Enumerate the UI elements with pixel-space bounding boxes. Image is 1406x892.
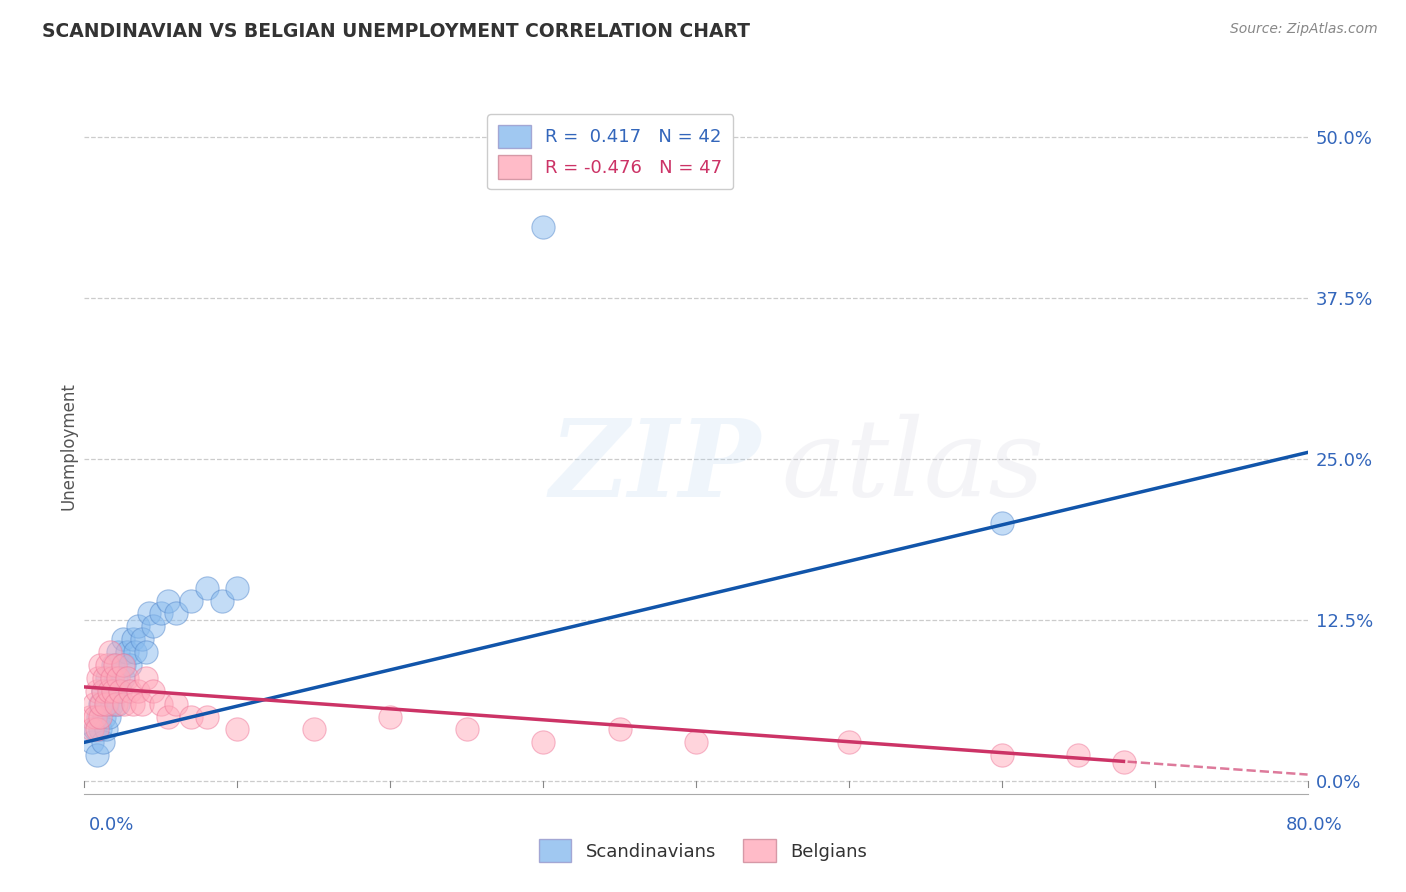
- Point: [101, 697, 124, 711]
- Point: [120, 658, 142, 673]
- Y-axis label: Unemployment: Unemployment: [59, 382, 77, 510]
- Point: [90, 697, 112, 711]
- Point: [211, 593, 233, 607]
- Point: [104, 683, 127, 698]
- Point: [122, 632, 145, 647]
- Point: [991, 516, 1014, 531]
- Text: 80.0%: 80.0%: [1286, 816, 1343, 834]
- Point: [94, 723, 117, 737]
- Point: [91, 683, 114, 698]
- Point: [131, 632, 153, 647]
- Point: [120, 683, 142, 698]
- Point: [104, 658, 127, 673]
- Point: [101, 671, 124, 685]
- Point: [131, 697, 153, 711]
- Point: [112, 697, 135, 711]
- Point: [89, 709, 111, 723]
- Point: [142, 619, 165, 633]
- Point: [86, 748, 108, 763]
- Point: [79, 709, 101, 723]
- Point: [105, 697, 128, 711]
- Point: [165, 607, 187, 621]
- Point: [226, 723, 249, 737]
- Point: [685, 735, 707, 749]
- Point: [157, 593, 180, 607]
- Point: [138, 607, 160, 621]
- Point: [96, 697, 118, 711]
- Point: [124, 645, 146, 659]
- Point: [107, 645, 129, 659]
- Point: [991, 748, 1014, 763]
- Point: [127, 619, 149, 633]
- Point: [97, 683, 120, 698]
- Point: [87, 671, 110, 685]
- Point: [165, 697, 187, 711]
- Point: [107, 697, 129, 711]
- Point: [135, 671, 157, 685]
- Point: [91, 735, 114, 749]
- Point: [86, 723, 108, 737]
- Text: ZIP: ZIP: [550, 414, 761, 520]
- Point: [96, 671, 118, 685]
- Point: [84, 709, 107, 723]
- Point: [195, 709, 218, 723]
- Point: [1114, 755, 1136, 769]
- Point: [531, 219, 554, 234]
- Point: [838, 735, 860, 749]
- Point: [195, 581, 218, 595]
- Point: [149, 607, 172, 621]
- Point: [108, 683, 131, 698]
- Point: [180, 709, 202, 723]
- Point: [531, 735, 554, 749]
- Point: [103, 683, 125, 698]
- Point: [122, 697, 145, 711]
- Point: [111, 658, 134, 673]
- Point: [86, 683, 108, 698]
- Point: [93, 709, 115, 723]
- Text: 0.0%: 0.0%: [89, 816, 134, 834]
- Point: [89, 658, 111, 673]
- Point: [609, 723, 631, 737]
- Point: [93, 671, 115, 685]
- Point: [127, 683, 149, 698]
- Point: [80, 723, 103, 737]
- Point: [91, 683, 114, 698]
- Point: [226, 581, 249, 595]
- Point: [111, 632, 134, 647]
- Legend: Scandinavians, Belgians: Scandinavians, Belgians: [531, 832, 875, 870]
- Point: [103, 658, 125, 673]
- Point: [84, 723, 107, 737]
- Point: [89, 723, 111, 737]
- Point: [142, 683, 165, 698]
- Text: SCANDINAVIAN VS BELGIAN UNEMPLOYMENT CORRELATION CHART: SCANDINAVIAN VS BELGIAN UNEMPLOYMENT COR…: [42, 22, 751, 41]
- Point: [89, 697, 111, 711]
- Point: [98, 645, 121, 659]
- Point: [112, 658, 135, 673]
- Point: [456, 723, 478, 737]
- Point: [94, 697, 117, 711]
- Text: Source: ZipAtlas.com: Source: ZipAtlas.com: [1230, 22, 1378, 37]
- Point: [135, 645, 157, 659]
- Point: [105, 671, 128, 685]
- Point: [111, 671, 134, 685]
- Point: [108, 683, 131, 698]
- Point: [115, 645, 138, 659]
- Point: [302, 723, 325, 737]
- Point: [98, 683, 121, 698]
- Point: [115, 671, 138, 685]
- Legend: R =  0.417   N = 42, R = -0.476   N = 47: R = 0.417 N = 42, R = -0.476 N = 47: [488, 114, 733, 189]
- Point: [157, 709, 180, 723]
- Text: atlas: atlas: [782, 414, 1045, 519]
- Point: [80, 735, 103, 749]
- Point: [83, 697, 105, 711]
- Point: [96, 658, 118, 673]
- Point: [97, 709, 120, 723]
- Point: [87, 709, 110, 723]
- Point: [180, 593, 202, 607]
- Point: [107, 671, 129, 685]
- Point: [1067, 748, 1090, 763]
- Point: [149, 697, 172, 711]
- Point: [380, 709, 402, 723]
